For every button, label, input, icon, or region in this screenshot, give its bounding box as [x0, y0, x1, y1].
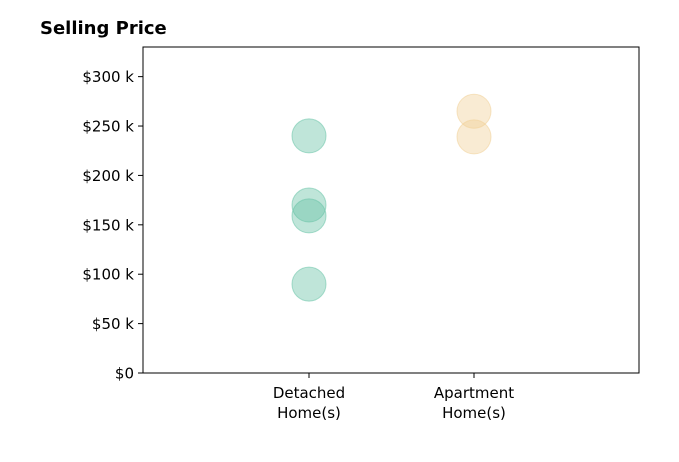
chart-title: Selling Price	[40, 18, 167, 39]
x-tick-label: Detached	[273, 384, 345, 402]
x-tick-label: Home(s)	[442, 404, 506, 422]
y-tick-label: $100 k	[82, 266, 134, 284]
y-tick-label: $200 k	[82, 167, 134, 185]
data-point	[291, 198, 327, 234]
data-point	[291, 187, 327, 223]
y-tick-label: $250 k	[82, 118, 134, 136]
data-point	[291, 266, 327, 302]
x-tick-label: Home(s)	[277, 404, 341, 422]
data-point	[456, 119, 492, 155]
y-tick-label: $300 k	[82, 68, 134, 86]
plot-area: $0 $50 k $100 k $150 k $200 k $250 k $300 k Det…	[82, 46, 640, 422]
y-tick-label: $50 k	[92, 315, 134, 333]
y-tick-label: $150 k	[82, 216, 134, 234]
x-tick-label: Apartment	[434, 384, 514, 402]
y-tick-label: $0	[115, 365, 134, 383]
data-point	[291, 118, 327, 154]
plot-frame	[142, 46, 640, 374]
data-point	[456, 93, 492, 129]
